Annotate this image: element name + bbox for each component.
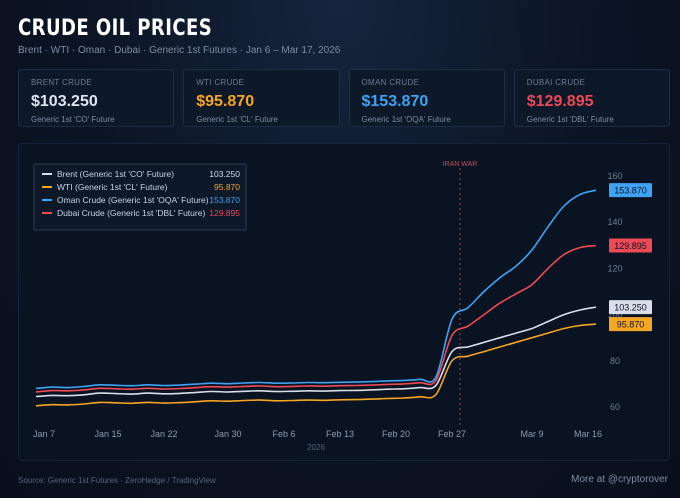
card-sub: Generic 1st 'CO' Future <box>31 115 115 124</box>
y-tick-label: 60 <box>610 402 620 412</box>
card-value: $103.250 <box>31 93 98 110</box>
card-dubai[interactable]: DUBAI CRUDE $129.895 Generic 1st 'DBL' F… <box>513 69 670 127</box>
y-tick-label: 120 <box>607 263 622 273</box>
series-line <box>35 189 597 390</box>
card-label: OMAN CRUDE <box>361 78 420 87</box>
card-label: BRENT CRUDE <box>31 78 92 87</box>
series-end-label: 129.895 <box>614 241 647 251</box>
y-tick-label: 140 <box>607 217 622 227</box>
source-note: Source: Generic 1st Futures · ZeroHedge … <box>18 476 216 485</box>
card-label: DUBAI CRUDE <box>526 78 586 87</box>
x-tick-label: Feb 13 <box>326 429 354 439</box>
series-end-label: 103.250 <box>614 303 647 313</box>
y-tick-label: 100 <box>607 310 622 320</box>
card-value: $153.870 <box>361 93 429 110</box>
page-title: CRUDE OIL PRICES <box>18 16 213 41</box>
legend-box <box>33 163 247 231</box>
y-tick-label: 160 <box>607 171 622 181</box>
x-tick-label: Jan 30 <box>214 429 241 439</box>
legend-value: 129.895 <box>209 208 240 218</box>
legend-entry: Brent (Generic 1st 'CO' Future) <box>57 169 174 179</box>
series-end-label-bg <box>609 317 652 332</box>
series-end-label: 95.870 <box>617 320 645 330</box>
series-end-label-bg <box>609 300 652 315</box>
series-line <box>35 244 597 393</box>
series-end-label-bg <box>609 238 652 253</box>
credit-link[interactable]: More at @cryptorover <box>571 474 668 485</box>
card-sub: Generic 1st 'CL' Future <box>196 115 279 124</box>
card-value: $95.870 <box>196 93 255 110</box>
x-tick-label: Feb 6 <box>272 429 295 439</box>
series-end-label: 153.870 <box>614 186 647 196</box>
year-label: 2026 <box>307 443 325 452</box>
legend-value: 103.250 <box>209 169 240 179</box>
card-wti[interactable]: WTI CRUDE $95.870 Generic 1st 'CL' Futur… <box>183 69 340 127</box>
x-tick-label: Jan 15 <box>94 429 121 439</box>
card-label: WTI CRUDE <box>196 78 245 87</box>
legend-value: 153.870 <box>209 195 240 205</box>
card-oman[interactable]: OMAN CRUDE $153.870 Generic 1st 'OQA' Fu… <box>348 69 505 127</box>
price-cards: BRENT CRUDE $103.250 Generic 1st 'CO' Fu… <box>18 69 670 127</box>
card-sub: Generic 1st 'DBL' Future <box>526 115 614 124</box>
legend-entry: WTI (Generic 1st 'CL' Future) <box>57 182 168 192</box>
series-line <box>35 323 597 407</box>
x-tick-label: Feb 27 <box>438 429 466 439</box>
legend-entry: Oman Crude (Generic 1st 'OQA' Future) <box>57 195 209 205</box>
series-end-label-bg <box>609 183 652 198</box>
x-tick-label: Mar 16 <box>574 429 602 439</box>
x-tick-label: Mar 9 <box>520 429 543 439</box>
legend-entry: Dubai Crude (Generic 1st 'DBL' Future) <box>57 208 205 218</box>
iran-war-label: IRAN WAR <box>443 161 478 168</box>
legend-value: 95.870 <box>214 182 240 192</box>
x-tick-label: Jan 7 <box>33 429 55 439</box>
card-sub: Generic 1st 'OQA' Future <box>361 115 451 124</box>
page-subtitle: Brent · WTI · Oman · Dubai · Generic 1st… <box>18 45 341 56</box>
x-tick-label: Jan 22 <box>150 429 177 439</box>
series-line <box>35 306 597 398</box>
x-tick-label: Feb 20 <box>382 429 410 439</box>
y-tick-label: 80 <box>610 356 620 366</box>
card-value: $129.895 <box>526 93 594 110</box>
card-brent[interactable]: BRENT CRUDE $103.250 Generic 1st 'CO' Fu… <box>18 69 175 127</box>
